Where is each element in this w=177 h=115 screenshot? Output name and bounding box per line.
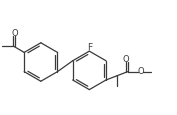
Text: O: O bbox=[123, 55, 129, 64]
Text: O: O bbox=[138, 67, 144, 76]
Text: O: O bbox=[12, 29, 18, 38]
Text: F: F bbox=[87, 43, 92, 52]
